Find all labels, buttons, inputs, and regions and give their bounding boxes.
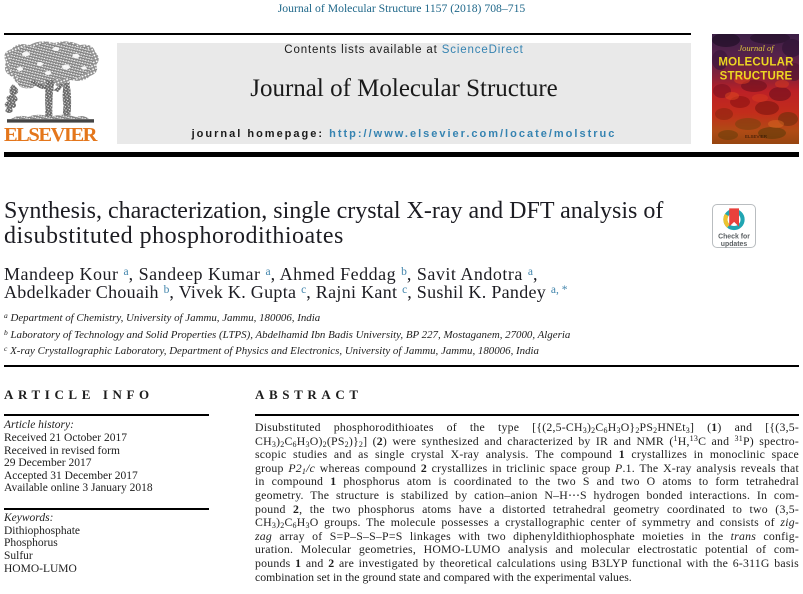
svg-text:updates: updates: [721, 241, 748, 248]
svg-text:Journal of: Journal of: [738, 43, 775, 53]
svg-text:MOLECULAR: MOLECULAR: [718, 55, 794, 68]
svg-text:STRUCTURE: STRUCTURE: [720, 69, 793, 82]
svg-text:ELSEVIER: ELSEVIER: [745, 134, 768, 139]
svg-text:Check for: Check for: [718, 233, 750, 240]
